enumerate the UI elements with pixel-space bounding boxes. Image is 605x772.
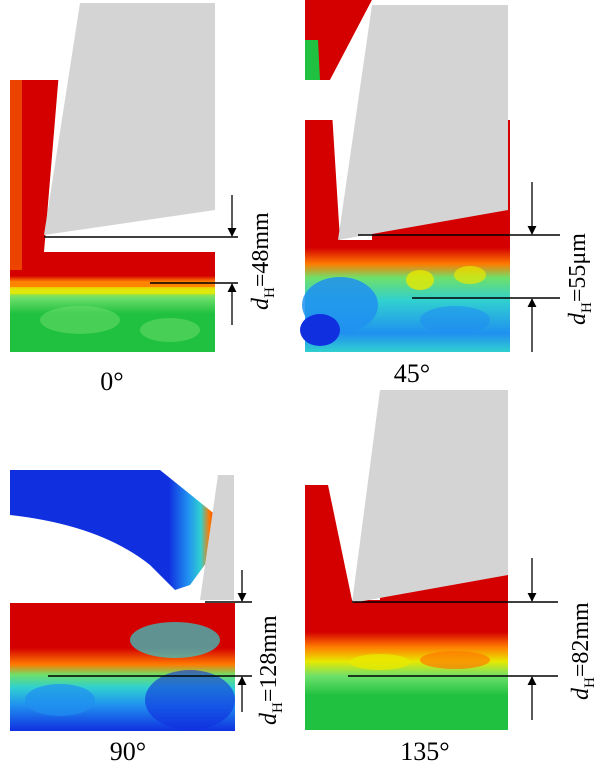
angle-label-45deg: 45° [394, 359, 430, 388]
depth-label-0deg: dH=48mm [248, 212, 278, 310]
angle-label-135deg: 135° [400, 737, 449, 766]
depth-dimension-45deg [358, 182, 560, 352]
angle-label-90deg: 90° [110, 737, 146, 766]
depth-dimension-135deg [348, 558, 558, 720]
cutting-tool-0deg [44, 3, 215, 235]
depth-dimension-0deg [44, 195, 238, 325]
workpiece-contour-90deg [10, 603, 235, 731]
cutting-tool-90deg [200, 475, 234, 600]
angle-label-0deg: 0° [100, 367, 123, 396]
panel-45deg: dH=55μm 45° [300, 0, 595, 388]
depth-dimension-90deg [48, 570, 252, 712]
depth-label-135deg: dH=82mm [568, 602, 598, 700]
cutting-tool-45deg [338, 5, 508, 240]
panel-0deg: dH=48mm 0° [10, 3, 278, 396]
cutting-tool-135deg [352, 390, 508, 603]
depth-label-45deg: dH=55μm [565, 233, 595, 325]
depth-label-90deg: dH=128mm [256, 615, 286, 725]
panel-90deg: dH=128mm 90° [10, 470, 286, 766]
chip-90deg [10, 470, 222, 590]
panel-135deg: dH=82mm 135° [305, 390, 598, 766]
